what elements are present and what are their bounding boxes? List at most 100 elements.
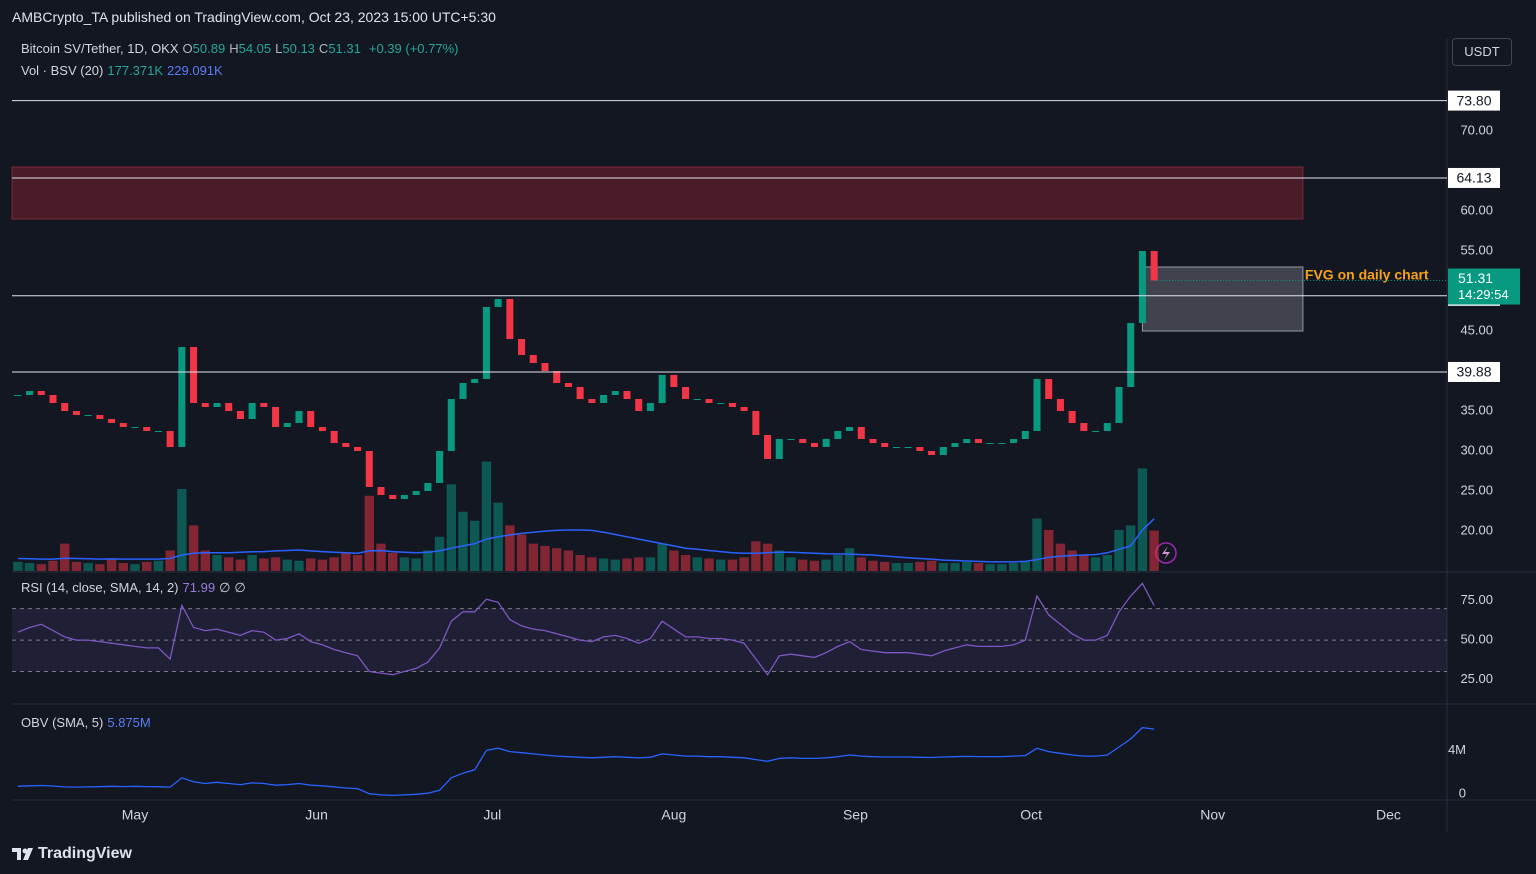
- volume-bar: [177, 488, 187, 571]
- candle: [459, 383, 467, 399]
- candle: [330, 431, 338, 443]
- legend-value: 71.99: [182, 580, 216, 595]
- volume-bar: [598, 558, 609, 571]
- candle: [963, 439, 971, 443]
- volume-bar: [856, 557, 866, 571]
- legend-value: ∅: [234, 580, 246, 595]
- volume-bar: [821, 559, 831, 571]
- ohlc-value: 50.13: [282, 41, 315, 56]
- candle: [974, 439, 982, 443]
- volume-bar: [364, 495, 374, 571]
- volume-sma: [17, 518, 1155, 563]
- rsi-line: [17, 582, 1155, 676]
- volume-bar: [1055, 543, 1066, 571]
- volume-bar: [306, 558, 316, 571]
- volume-bar: [224, 557, 234, 571]
- volume-bar: [458, 511, 468, 571]
- ohlc-key: L: [275, 41, 283, 56]
- volume-bar: [118, 563, 128, 571]
- candle: [178, 347, 186, 447]
- candle: [1068, 411, 1076, 423]
- candle: [248, 403, 256, 419]
- candle: [1092, 431, 1100, 432]
- y-tick-label: 25.00: [1460, 482, 1493, 497]
- volume-bar: [1090, 557, 1101, 571]
- volume-bar: [235, 559, 246, 571]
- level-label: 73.80: [1456, 92, 1491, 108]
- candle: [1056, 399, 1064, 411]
- volume-bar: [950, 563, 960, 571]
- volume-bar: [259, 558, 269, 571]
- volume-bar: [247, 555, 257, 571]
- resistance-zone: [11, 166, 1304, 220]
- candle: [904, 447, 912, 448]
- rsi-tick-label: 50.00: [1460, 632, 1493, 647]
- candle: [236, 411, 244, 419]
- volume-bar: [798, 559, 808, 571]
- volume-bar: [282, 559, 292, 571]
- candle: [260, 403, 268, 407]
- volume-bar: [71, 561, 82, 571]
- candle: [646, 403, 654, 411]
- legend-title: Vol · BSV (20): [21, 63, 104, 78]
- candle: [717, 403, 725, 404]
- volume-bar: [680, 555, 691, 571]
- volume-bar: [657, 543, 667, 571]
- fvg-label: FVG on daily chart: [1305, 267, 1429, 283]
- candle: [166, 431, 174, 447]
- legend-title: OBV (SMA, 5): [21, 715, 104, 730]
- candle: [272, 407, 280, 427]
- candle: [810, 443, 818, 447]
- candle: [494, 299, 502, 307]
- volume-bar: [83, 563, 93, 571]
- volume-bar: [317, 559, 328, 571]
- volume-bar: [692, 557, 702, 571]
- ohlc-key: H: [229, 41, 239, 56]
- ohlc-key: C: [318, 41, 329, 56]
- x-tick-label: Jun: [305, 807, 328, 823]
- volume-bar: [130, 564, 140, 571]
- brand: TradingView: [38, 845, 132, 862]
- candle: [799, 439, 807, 443]
- candle: [752, 411, 760, 435]
- ohlc-value: 51.31: [328, 41, 361, 56]
- candle: [412, 491, 420, 495]
- candle: [529, 355, 537, 363]
- candle: [447, 399, 455, 451]
- candle: [518, 339, 526, 355]
- candle: [318, 427, 326, 431]
- y-tick-label: 35.00: [1460, 402, 1493, 417]
- candle: [389, 495, 397, 499]
- candle: [72, 411, 80, 415]
- y-tick-label: 30.00: [1460, 442, 1493, 457]
- volume-bar: [833, 555, 843, 571]
- volume-bar: [727, 559, 738, 571]
- candle: [1150, 251, 1158, 281]
- volume-bar: [751, 541, 761, 571]
- candle: [108, 419, 116, 423]
- y-tick-label: 45.00: [1460, 322, 1493, 337]
- candle: [436, 451, 444, 483]
- volume-bar: [48, 560, 58, 571]
- candle: [600, 395, 608, 403]
- current-price-tag: [1448, 268, 1520, 305]
- x-tick-label: Oct: [1020, 807, 1042, 823]
- candle: [822, 439, 830, 447]
- candle: [611, 391, 619, 395]
- candle: [928, 451, 936, 455]
- candle: [553, 371, 561, 383]
- currency-button[interactable]: USDT: [1452, 38, 1512, 66]
- volume-bar: [938, 563, 948, 571]
- volume-bar: [1114, 529, 1124, 571]
- volume-bar: [903, 563, 913, 571]
- ohlc-key: O: [182, 41, 193, 56]
- obv-tick-label: 4M: [1448, 742, 1466, 757]
- candle: [1115, 387, 1123, 423]
- candle: [354, 447, 362, 451]
- x-tick-label: May: [122, 807, 148, 823]
- volume-bar: [1149, 530, 1159, 571]
- candle: [869, 439, 877, 443]
- change: +0.39 (+0.77%): [368, 41, 459, 56]
- volume-bar: [434, 536, 445, 571]
- volume-bar: [716, 559, 726, 571]
